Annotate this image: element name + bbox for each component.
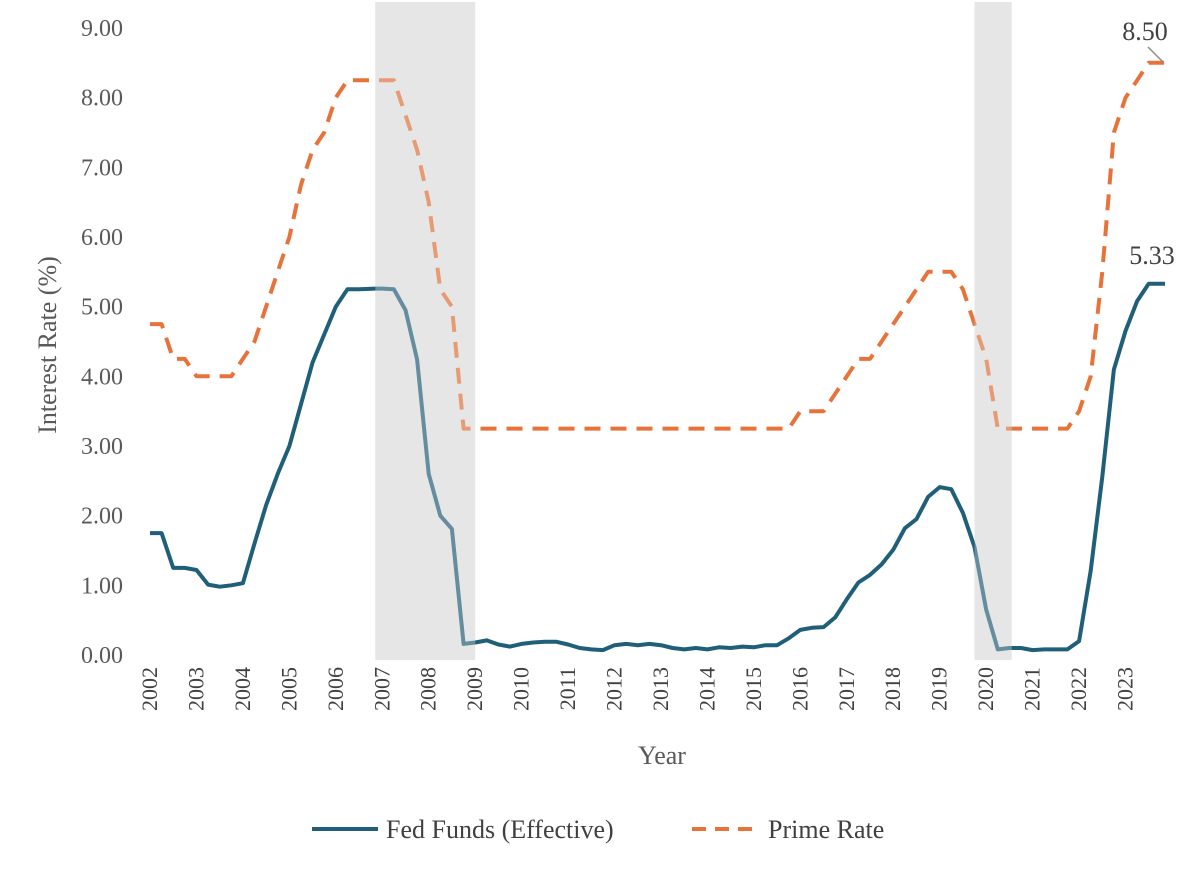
recession-overlay-group [375,2,1012,660]
x-tick-label: 2005 [276,667,301,711]
x-tick-label: 2015 [741,667,766,711]
series-lines [150,60,1165,653]
y-axis-title: Interest Rate (%) [33,256,62,434]
x-tick-label: 2018 [880,667,905,711]
x-tick-label: 2016 [787,667,812,711]
annotation-leader-prime [1147,46,1164,63]
recession-shading-group [375,2,1012,660]
x-tick-label: 2009 [462,667,487,711]
x-tick-label: 2020 [973,667,998,711]
x-tick-label: 2014 [694,667,719,711]
x-axis-ticks: 2002 2003 2004 2005 2006 2007 2008 2009 2010 2011… [137,667,1138,711]
x-tick-label: 2021 [1020,667,1045,711]
x-tick-label: 2012 [602,667,627,711]
y-tick-label: 4.00 [81,364,123,390]
legend-label-prime-rate: Prime Rate [768,815,884,844]
y-tick-label: 0.00 [81,643,123,669]
x-tick-label: 2007 [369,667,394,711]
y-axis-ticks: 0.00 1.00 2.00 3.00 4.00 5.00 6.00 7.00 8.00 9.00 [81,16,123,669]
y-tick-label: 9.00 [81,16,123,42]
x-tick-label: 2017 [834,667,859,711]
y-tick-label: 5.00 [81,295,123,321]
x-tick-label: 2002 [137,667,162,711]
x-tick-label: 2019 [927,667,952,711]
recession-overlay-2 [974,2,1012,660]
x-tick-label: 2010 [509,667,534,711]
y-tick-label: 6.00 [81,225,123,251]
x-tick-label: 2023 [1113,667,1138,711]
y-tick-label: 1.00 [81,573,123,599]
data-label-fedfunds-last: 5.33 [1129,241,1175,270]
recession-overlay-1 [375,2,476,660]
recession-band-2 [974,2,1012,660]
y-tick-label: 3.00 [81,434,123,460]
x-axis-title: Year [638,741,686,770]
y-tick-label: 7.00 [81,155,123,181]
x-tick-label: 2006 [323,667,348,711]
x-tick-label: 2003 [183,667,208,711]
legend: Fed Funds (Effective) Prime Rate [312,815,884,844]
x-tick-label: 2004 [230,667,255,711]
prime-rate-line [150,60,1165,431]
data-label-prime-last: 8.50 [1122,17,1168,46]
recession-band-1 [375,2,476,660]
y-tick-label: 8.00 [81,86,123,112]
x-tick-label: 2011 [555,667,580,710]
x-tick-label: 2022 [1066,667,1091,711]
x-tick-label: 2008 [416,667,441,711]
x-tick-label: 2013 [648,667,673,711]
y-tick-label: 2.00 [81,504,123,530]
fed-funds-line [150,281,1165,653]
legend-label-fed-funds: Fed Funds (Effective) [386,815,614,844]
